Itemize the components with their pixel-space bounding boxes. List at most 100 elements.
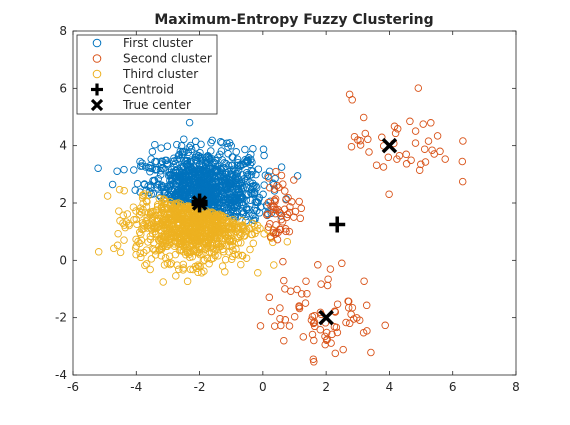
data-point-third xyxy=(226,220,235,228)
data-point-second xyxy=(282,213,291,222)
data-point-third xyxy=(226,242,234,251)
data-point-first xyxy=(226,181,234,189)
data-point-second xyxy=(356,141,365,149)
data-point-third xyxy=(270,261,278,269)
data-point-third xyxy=(197,211,206,220)
data-point-second xyxy=(415,166,424,174)
data-point-second xyxy=(324,275,332,283)
data-point-third xyxy=(204,239,212,247)
data-point-second xyxy=(344,297,352,305)
data-point-second xyxy=(264,223,273,231)
data-point-first xyxy=(195,160,204,169)
data-point-first xyxy=(202,184,210,192)
data-point-second xyxy=(414,84,423,92)
data-point-second xyxy=(269,229,278,237)
data-point-first xyxy=(178,162,187,171)
data-point-third xyxy=(172,272,180,280)
data-point-third xyxy=(179,264,188,272)
data-point-first xyxy=(185,118,194,127)
data-point-third xyxy=(160,261,169,269)
data-point-third xyxy=(157,244,166,252)
data-point-first xyxy=(212,178,220,186)
data-point-second xyxy=(321,332,329,341)
data-point-third xyxy=(219,234,227,242)
data-point-second xyxy=(276,304,284,312)
data-point-second xyxy=(339,345,347,354)
data-point-third xyxy=(223,218,231,227)
data-point-first xyxy=(173,140,181,149)
data-point-third xyxy=(158,234,166,243)
data-point-second xyxy=(402,150,410,159)
data-point-third xyxy=(194,268,202,277)
data-point-second xyxy=(458,177,467,186)
data-point-third xyxy=(186,248,195,257)
data-point-first xyxy=(248,189,256,198)
data-point-first xyxy=(140,180,149,188)
data-point-third xyxy=(179,229,187,238)
data-point-third xyxy=(165,252,174,260)
data-point-first xyxy=(175,168,184,177)
data-point-third xyxy=(203,254,212,263)
data-point-third xyxy=(161,197,170,205)
legend-circle-icon xyxy=(92,54,102,63)
data-point-first xyxy=(241,145,249,154)
data-point-second xyxy=(266,233,275,241)
data-point-second xyxy=(295,197,303,206)
data-point-second xyxy=(379,163,388,171)
data-point-first xyxy=(170,163,178,171)
data-point-first xyxy=(232,176,241,185)
data-point-second xyxy=(322,336,331,344)
data-point-first xyxy=(249,144,257,153)
data-point-first xyxy=(229,153,237,161)
data-point-second xyxy=(350,132,359,141)
data-point-first xyxy=(177,142,186,150)
data-point-third xyxy=(188,252,197,261)
data-point-first xyxy=(240,175,249,183)
data-point-second xyxy=(419,120,427,128)
data-point-second xyxy=(345,319,354,328)
data-point-first xyxy=(221,170,230,179)
data-point-third xyxy=(253,221,262,230)
data-point-third xyxy=(194,261,202,269)
data-point-first xyxy=(259,190,267,199)
data-point-second xyxy=(281,187,289,195)
data-point-second xyxy=(361,129,370,138)
data-point-third xyxy=(198,244,207,253)
data-point-third xyxy=(165,240,173,249)
data-point-third xyxy=(194,220,202,229)
data-point-first xyxy=(217,165,225,174)
data-point-first xyxy=(175,185,183,193)
data-point-first xyxy=(216,137,225,146)
data-point-second xyxy=(267,307,276,316)
legend-label: Centroid xyxy=(123,83,174,97)
data-point-second xyxy=(333,300,342,308)
data-point-first xyxy=(202,171,210,179)
data-point-third xyxy=(148,229,157,238)
data-point-second xyxy=(297,204,306,213)
data-point-first xyxy=(197,156,206,165)
data-point-second xyxy=(280,336,288,345)
data-point-third xyxy=(159,232,168,241)
data-point-third xyxy=(238,252,247,260)
data-point-second xyxy=(275,183,283,192)
data-point-third xyxy=(209,254,217,262)
data-point-first xyxy=(167,171,176,179)
data-point-third xyxy=(142,197,151,205)
data-point-second xyxy=(281,225,290,233)
x-axis: -6 -4 -2 0 2 4 6 8 xyxy=(67,31,520,394)
data-point-first xyxy=(183,159,191,168)
chart-title: Maximum-Entropy Fuzzy Clustering xyxy=(154,12,433,28)
data-point-second xyxy=(256,322,265,330)
data-point-first xyxy=(136,157,144,166)
data-point-third xyxy=(167,259,176,268)
data-point-first xyxy=(224,149,232,158)
data-point-third xyxy=(221,255,230,264)
data-point-second xyxy=(384,153,393,162)
data-point-third xyxy=(153,223,162,231)
data-point-second xyxy=(288,198,296,206)
data-point-first xyxy=(191,155,200,164)
data-point-first xyxy=(171,159,180,167)
data-point-first xyxy=(167,180,175,189)
data-point-third xyxy=(229,216,237,224)
data-point-first xyxy=(227,142,235,150)
